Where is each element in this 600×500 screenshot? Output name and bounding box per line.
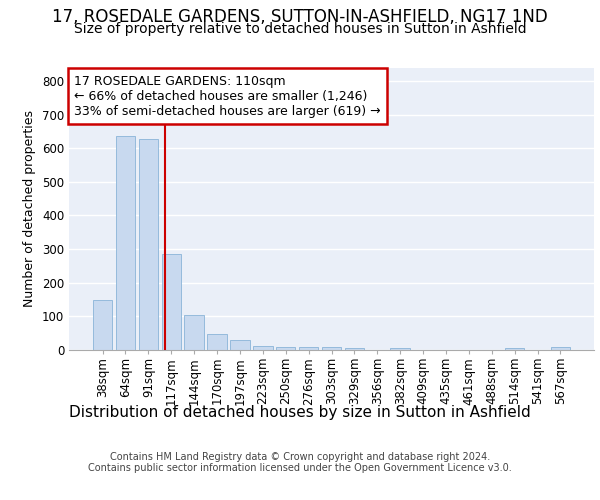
Text: 17, ROSEDALE GARDENS, SUTTON-IN-ASHFIELD, NG17 1ND: 17, ROSEDALE GARDENS, SUTTON-IN-ASHFIELD… (52, 8, 548, 26)
Text: Size of property relative to detached houses in Sutton in Ashfield: Size of property relative to detached ho… (74, 22, 526, 36)
Bar (116, 136, 135, 350)
Bar (551, 348, 570, 350)
Bar (139, 139, 158, 350)
Bar (299, 348, 319, 350)
Bar (161, 254, 181, 350)
Bar (505, 348, 524, 350)
Bar (276, 348, 295, 350)
Bar (322, 348, 341, 350)
Text: Distribution of detached houses by size in Sutton in Ashfield: Distribution of detached houses by size … (69, 405, 531, 420)
Text: 17 ROSEDALE GARDENS: 110sqm
← 66% of detached houses are smaller (1,246)
33% of : 17 ROSEDALE GARDENS: 110sqm ← 66% of det… (74, 74, 381, 118)
Bar (253, 346, 272, 350)
Y-axis label: Number of detached properties: Number of detached properties (23, 110, 37, 307)
Bar (208, 334, 227, 350)
Bar (344, 348, 364, 350)
Bar (93, 300, 112, 350)
Bar (230, 340, 250, 350)
Text: Contains HM Land Registry data © Crown copyright and database right 2024.
Contai: Contains HM Land Registry data © Crown c… (88, 452, 512, 473)
Bar (391, 348, 410, 350)
Bar (184, 316, 204, 350)
